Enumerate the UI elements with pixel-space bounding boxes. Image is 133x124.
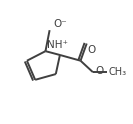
Text: NH⁺: NH⁺ <box>47 40 68 50</box>
Text: O: O <box>88 45 96 55</box>
Text: CH₃: CH₃ <box>108 67 126 77</box>
Text: O⁻: O⁻ <box>54 19 67 29</box>
Text: O: O <box>95 66 103 76</box>
